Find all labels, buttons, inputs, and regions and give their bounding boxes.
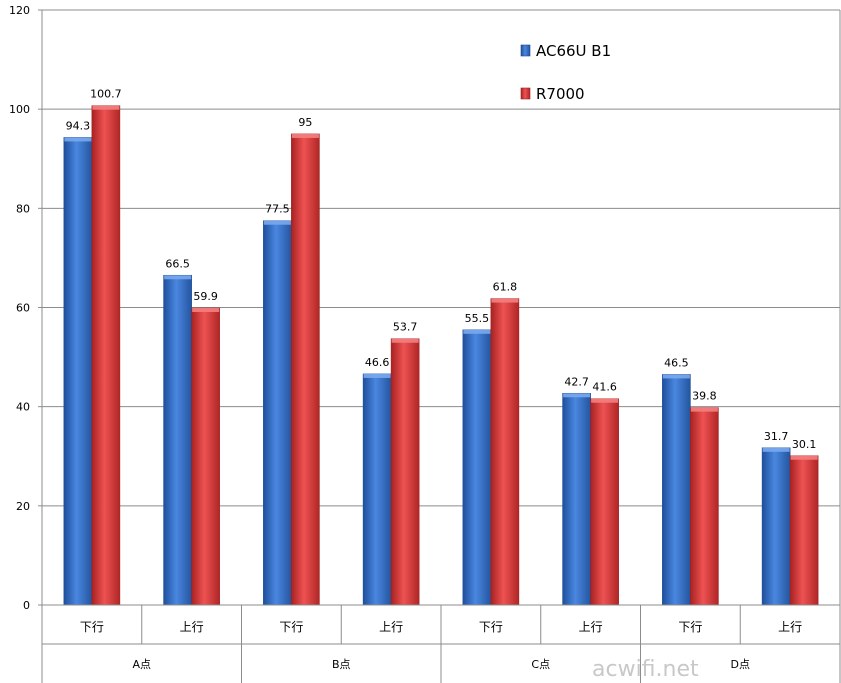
bar <box>590 398 619 606</box>
axes: 0 20 40 60 80 100 120 下行 上行 下行 上行 下行 上行 下行 上行 A点 B点 C点 D点 <box>9 4 841 683</box>
category-label: 下行 <box>80 620 104 634</box>
group-label: D点 <box>731 658 750 671</box>
data-label: 55.5 <box>465 312 490 325</box>
bar <box>191 307 220 606</box>
data-label: 53.7 <box>393 321 418 334</box>
category-label: 上行 <box>579 620 603 634</box>
data-label: 77.5 <box>265 203 290 216</box>
data-labels: 94.3 66.5 77.5 46.6 55.5 42.7 46.5 31.7 100.7 59.… <box>66 88 817 451</box>
bar-top-highlight <box>192 307 220 312</box>
legend-label: R7000 <box>536 85 585 103</box>
bars <box>63 105 819 606</box>
data-label: 39.8 <box>692 390 717 403</box>
bar <box>690 407 719 606</box>
y-tick-label: 60 <box>16 302 30 315</box>
watermark-text: acwifi.net <box>592 657 699 682</box>
category-label: 下行 <box>479 620 503 634</box>
bar-top-highlight <box>563 393 591 398</box>
data-label: 42.7 <box>564 375 589 388</box>
data-label: 31.7 <box>764 430 789 443</box>
bar-top-highlight <box>591 398 619 403</box>
bar <box>761 447 791 606</box>
data-label: 30.1 <box>792 438 817 451</box>
bar-top-highlight <box>463 329 491 334</box>
group-label: B点 <box>332 658 351 671</box>
data-label: 61.8 <box>493 281 518 294</box>
bar <box>91 105 121 606</box>
data-label: 41.6 <box>592 381 617 394</box>
bar <box>163 274 192 606</box>
bar-top-highlight <box>690 407 718 412</box>
bar <box>390 338 420 606</box>
y-tick-label: 100 <box>9 103 30 116</box>
bar-top-highlight <box>363 373 391 378</box>
bar <box>462 329 492 606</box>
bar <box>662 374 691 606</box>
bar-top-highlight <box>92 105 120 110</box>
bar <box>291 133 320 606</box>
data-label: 46.6 <box>365 356 390 369</box>
bar <box>362 373 392 606</box>
data-label: 100.7 <box>90 88 122 101</box>
legend-swatch <box>520 44 531 57</box>
bar-top-highlight <box>790 455 818 460</box>
data-label: 59.9 <box>193 290 218 303</box>
category-label: 上行 <box>778 620 802 634</box>
bar <box>263 220 292 606</box>
bar-top-highlight <box>263 220 291 225</box>
data-label: 66.5 <box>165 257 190 270</box>
y-tick-label: 120 <box>9 4 30 17</box>
category-label: 下行 <box>678 620 702 634</box>
bar <box>490 298 520 606</box>
bar <box>789 455 819 606</box>
category-label: 上行 <box>379 620 403 634</box>
bar-top-highlight <box>64 137 92 142</box>
gridlines <box>42 9 840 507</box>
y-tick-label: 0 <box>23 599 30 612</box>
y-tick-label: 20 <box>16 500 30 513</box>
bar-top-highlight <box>391 338 419 343</box>
category-label: 下行 <box>279 620 303 634</box>
data-label: 94.3 <box>66 119 91 132</box>
legend-label: AC66U B1 <box>536 42 611 60</box>
category-label: 上行 <box>180 620 204 634</box>
bar-top-highlight <box>762 447 790 452</box>
legend: AC66U B1 R7000 <box>520 42 611 103</box>
data-label: 95 <box>298 116 312 129</box>
legend-swatch <box>520 87 531 100</box>
group-label: C点 <box>531 658 550 671</box>
bar-top-highlight <box>291 133 319 138</box>
bar-top-highlight <box>662 374 690 379</box>
y-tick-label: 40 <box>16 401 30 414</box>
data-label: 46.5 <box>664 356 689 369</box>
bar <box>562 392 591 606</box>
bar-top-highlight <box>164 275 192 280</box>
group-label: A点 <box>132 658 151 671</box>
bar <box>63 137 93 606</box>
bar-top-highlight <box>491 298 519 303</box>
y-tick-label: 80 <box>16 202 30 215</box>
